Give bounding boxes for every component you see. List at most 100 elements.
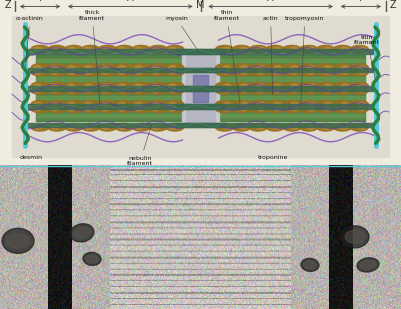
Text: thin
filament: thin filament [214, 10, 240, 104]
Ellipse shape [257, 66, 264, 70]
Ellipse shape [85, 89, 92, 92]
Ellipse shape [283, 68, 301, 76]
Ellipse shape [82, 87, 100, 94]
Ellipse shape [34, 107, 41, 111]
Ellipse shape [317, 100, 335, 108]
Ellipse shape [135, 66, 142, 70]
Ellipse shape [149, 123, 167, 131]
Ellipse shape [68, 102, 75, 106]
Ellipse shape [324, 47, 332, 51]
Ellipse shape [118, 66, 126, 70]
Ellipse shape [51, 84, 58, 88]
Ellipse shape [266, 87, 284, 94]
Ellipse shape [266, 68, 284, 76]
Ellipse shape [350, 82, 369, 90]
Ellipse shape [65, 123, 83, 131]
Ellipse shape [48, 45, 66, 53]
Ellipse shape [341, 226, 369, 248]
Ellipse shape [324, 89, 332, 92]
Ellipse shape [324, 70, 332, 74]
Ellipse shape [68, 66, 75, 70]
Ellipse shape [317, 105, 335, 113]
Text: myosin: myosin [165, 16, 199, 52]
Ellipse shape [266, 105, 284, 113]
Ellipse shape [68, 125, 75, 129]
Ellipse shape [240, 70, 247, 74]
Ellipse shape [300, 68, 318, 76]
Ellipse shape [350, 68, 369, 76]
Ellipse shape [152, 125, 159, 129]
Text: tropomyosin: tropomyosin [285, 16, 324, 104]
Ellipse shape [274, 125, 281, 129]
Ellipse shape [169, 47, 176, 51]
Ellipse shape [65, 105, 83, 113]
Ellipse shape [300, 87, 318, 94]
Ellipse shape [31, 64, 49, 71]
Ellipse shape [34, 125, 41, 129]
Ellipse shape [257, 47, 264, 51]
Ellipse shape [68, 84, 75, 88]
Ellipse shape [48, 82, 66, 90]
Ellipse shape [223, 125, 231, 129]
Ellipse shape [341, 125, 348, 129]
Ellipse shape [101, 107, 109, 111]
Ellipse shape [152, 47, 159, 51]
Ellipse shape [334, 100, 352, 108]
Ellipse shape [291, 70, 298, 74]
Ellipse shape [283, 100, 301, 108]
Ellipse shape [166, 82, 184, 90]
Ellipse shape [82, 100, 100, 108]
Ellipse shape [249, 64, 267, 71]
Ellipse shape [135, 84, 142, 88]
Ellipse shape [31, 87, 49, 94]
Ellipse shape [341, 102, 348, 106]
Ellipse shape [283, 123, 301, 131]
Ellipse shape [240, 89, 247, 92]
Ellipse shape [350, 64, 369, 71]
Ellipse shape [350, 123, 369, 131]
Ellipse shape [291, 84, 298, 88]
Ellipse shape [118, 84, 126, 88]
Ellipse shape [317, 64, 335, 71]
Ellipse shape [99, 82, 116, 90]
Ellipse shape [166, 64, 184, 71]
Ellipse shape [51, 107, 58, 111]
Ellipse shape [115, 64, 133, 71]
Ellipse shape [152, 66, 159, 70]
Ellipse shape [300, 100, 318, 108]
Ellipse shape [317, 82, 335, 90]
Ellipse shape [291, 125, 298, 129]
Ellipse shape [135, 107, 142, 111]
Ellipse shape [324, 102, 332, 106]
Ellipse shape [240, 47, 247, 51]
Ellipse shape [291, 89, 298, 92]
Ellipse shape [34, 102, 41, 106]
Ellipse shape [233, 100, 251, 108]
Ellipse shape [51, 102, 58, 106]
Ellipse shape [249, 82, 267, 90]
Ellipse shape [82, 82, 100, 90]
Ellipse shape [132, 82, 150, 90]
Ellipse shape [149, 64, 167, 71]
Ellipse shape [358, 125, 365, 129]
Ellipse shape [300, 45, 318, 53]
Ellipse shape [34, 66, 41, 70]
Ellipse shape [101, 70, 109, 74]
Ellipse shape [216, 105, 234, 113]
Ellipse shape [341, 84, 348, 88]
Ellipse shape [216, 64, 234, 71]
Ellipse shape [31, 68, 49, 76]
Ellipse shape [135, 102, 142, 106]
Ellipse shape [34, 84, 41, 88]
Ellipse shape [82, 123, 100, 131]
Ellipse shape [83, 252, 101, 265]
Ellipse shape [132, 64, 150, 71]
Ellipse shape [257, 102, 264, 106]
Ellipse shape [274, 66, 281, 70]
Ellipse shape [249, 68, 267, 76]
Ellipse shape [169, 70, 176, 74]
Ellipse shape [308, 70, 315, 74]
Ellipse shape [257, 70, 264, 74]
Ellipse shape [135, 70, 142, 74]
Ellipse shape [31, 105, 49, 113]
